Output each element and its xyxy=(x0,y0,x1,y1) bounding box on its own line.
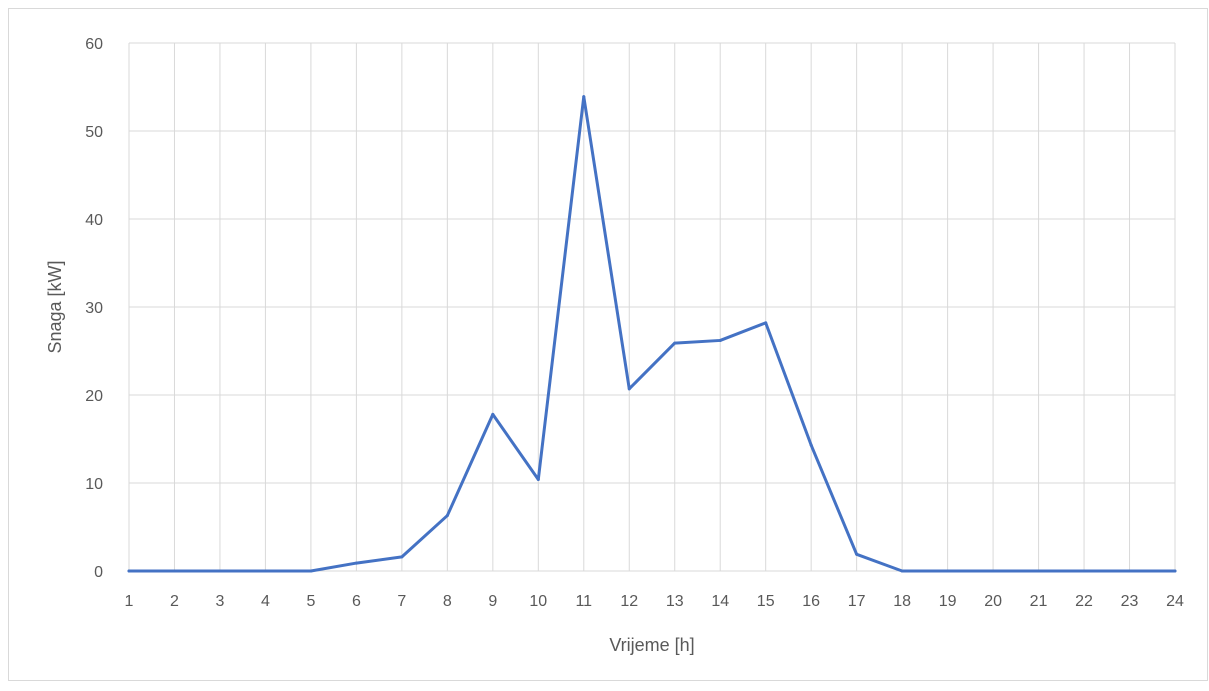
y-tick-label: 10 xyxy=(85,476,103,493)
x-tick-label: 4 xyxy=(261,593,270,610)
data-point xyxy=(809,443,813,447)
x-tick-label: 8 xyxy=(443,593,452,610)
data-point xyxy=(1037,569,1041,573)
data-point xyxy=(764,321,768,325)
y-tick-label: 30 xyxy=(85,300,103,317)
data-point xyxy=(946,569,950,573)
series-layer xyxy=(127,95,1177,573)
data-point xyxy=(582,95,586,99)
x-tick-label: 3 xyxy=(216,593,225,610)
x-tick-label: 7 xyxy=(397,593,406,610)
y-tick-label: 50 xyxy=(85,124,103,141)
x-tick-label: 6 xyxy=(352,593,361,610)
data-point xyxy=(263,569,267,573)
data-point xyxy=(127,569,131,573)
x-tick-label: 23 xyxy=(1121,593,1139,610)
x-axis-title: Vrijeme [h] xyxy=(609,635,694,655)
data-point xyxy=(991,569,995,573)
x-tick-label: 2 xyxy=(170,593,179,610)
chart-area: 0 10 20 30 40 50 60 1 2 3 4 5 6 7 8 9 10 11 12 13 14 15 16 17 1… xyxy=(8,8,1208,681)
x-tick-label: 9 xyxy=(488,593,497,610)
x-axis-ticks: 1 2 3 4 5 6 7 8 9 10 11 12 13 14 15 16 17 18 19 20 21 22 23 24 xyxy=(125,593,1184,610)
y-tick-label: 0 xyxy=(94,564,103,581)
data-point xyxy=(1128,569,1132,573)
data-point xyxy=(718,338,722,342)
y-tick-label: 20 xyxy=(85,388,103,405)
data-point xyxy=(400,555,404,559)
data-point xyxy=(309,569,313,573)
data-point xyxy=(1173,569,1177,573)
data-point xyxy=(354,561,358,565)
x-tick-label: 18 xyxy=(893,593,911,610)
x-tick-label: 1 xyxy=(125,593,134,610)
x-tick-label: 22 xyxy=(1075,593,1093,610)
data-point xyxy=(172,569,176,573)
y-axis-title: Snaga [kW] xyxy=(45,260,65,353)
y-tick-label: 60 xyxy=(85,36,103,53)
x-tick-label: 5 xyxy=(306,593,315,610)
data-point xyxy=(445,514,449,518)
x-tick-label: 11 xyxy=(575,593,592,610)
data-point xyxy=(900,569,904,573)
data-point xyxy=(218,569,222,573)
data-point xyxy=(1082,569,1086,573)
x-tick-label: 19 xyxy=(939,593,957,610)
x-tick-label: 21 xyxy=(1030,593,1048,610)
x-tick-label: 12 xyxy=(620,593,638,610)
x-tick-label: 16 xyxy=(802,593,820,610)
x-tick-label: 13 xyxy=(666,593,684,610)
gridlines xyxy=(128,42,1176,572)
series-line xyxy=(127,95,1177,573)
x-tick-label: 20 xyxy=(984,593,1002,610)
data-point xyxy=(855,552,859,556)
data-point xyxy=(491,412,495,416)
x-tick-label: 14 xyxy=(711,593,729,610)
data-point xyxy=(673,341,677,345)
x-tick-label: 10 xyxy=(529,593,547,610)
data-point xyxy=(536,477,540,481)
x-tick-label: 17 xyxy=(848,593,866,610)
x-tick-label: 15 xyxy=(757,593,775,610)
x-tick-label: 24 xyxy=(1166,593,1184,610)
y-tick-label: 40 xyxy=(85,212,103,229)
data-point xyxy=(627,387,631,391)
y-axis-ticks: 0 10 20 30 40 50 60 xyxy=(85,36,103,581)
